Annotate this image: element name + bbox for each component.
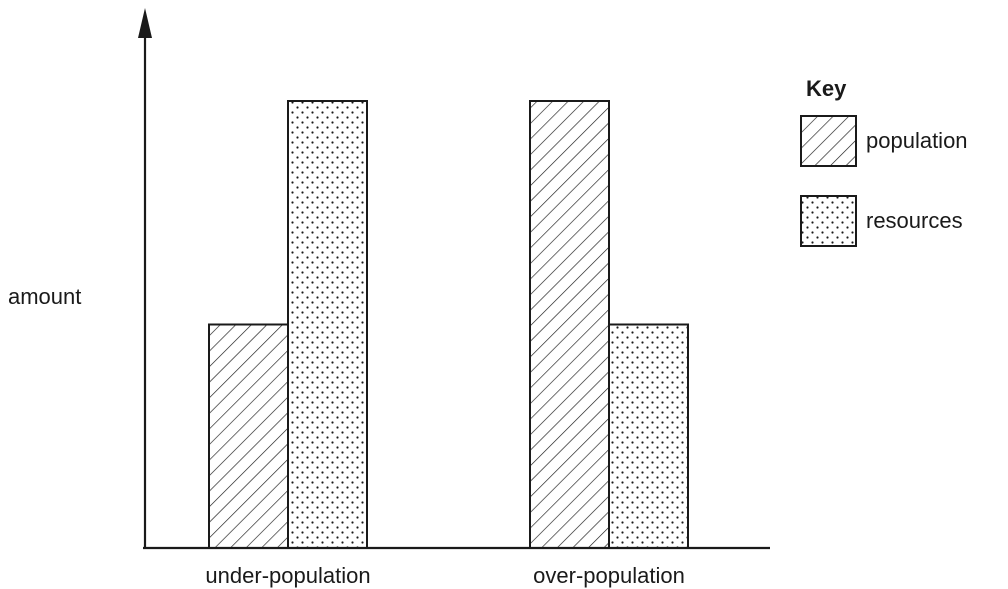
y-axis-arrowhead — [138, 8, 152, 38]
bar-population-over-population — [529, 100, 610, 549]
legend-swatches — [800, 115, 857, 247]
legend-label-population: population — [866, 128, 968, 153]
bar-population-under-population — [208, 323, 289, 549]
legend-label-resources: resources — [866, 208, 963, 233]
x-tick-label: over-population — [533, 563, 685, 588]
legend-title: Key — [806, 76, 847, 101]
legend-swatch-population — [800, 115, 857, 167]
x-tick-label: under-population — [205, 563, 371, 588]
bars-layer — [208, 100, 689, 549]
y-axis-label: amount — [8, 284, 82, 309]
legend-swatch-resources — [800, 195, 857, 247]
bar-resources-under-population — [287, 100, 368, 549]
bar-resources-over-population — [608, 323, 689, 549]
